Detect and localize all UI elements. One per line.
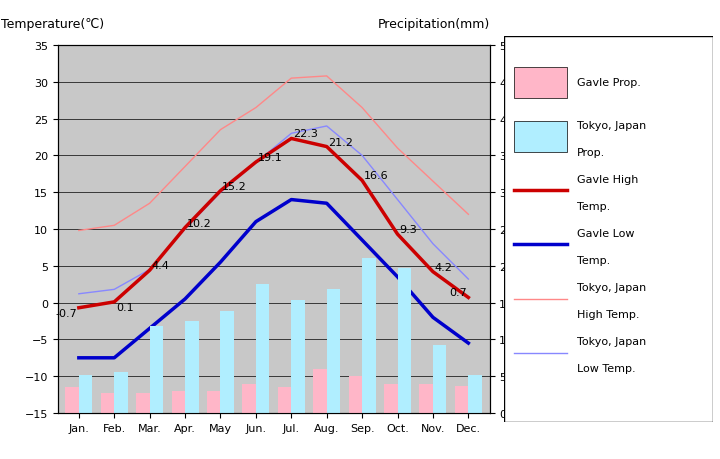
Bar bbox=[384, 384, 397, 413]
Text: 0.1: 0.1 bbox=[116, 302, 134, 312]
Bar bbox=[101, 393, 114, 413]
Text: 22.3: 22.3 bbox=[293, 129, 318, 139]
Bar bbox=[185, 321, 199, 413]
Text: -0.7: -0.7 bbox=[55, 308, 77, 318]
Bar bbox=[114, 372, 127, 413]
Bar bbox=[327, 290, 340, 413]
Bar bbox=[243, 384, 256, 413]
Bar bbox=[362, 259, 376, 413]
Bar bbox=[136, 393, 150, 413]
Bar bbox=[278, 387, 292, 413]
Bar bbox=[348, 376, 362, 413]
Text: 9.3: 9.3 bbox=[400, 224, 417, 235]
Text: 15.2: 15.2 bbox=[222, 181, 247, 191]
Text: Temp.: Temp. bbox=[577, 255, 611, 265]
Text: Gavle Low: Gavle Low bbox=[577, 229, 634, 238]
Bar bbox=[207, 391, 220, 413]
Bar bbox=[79, 375, 92, 413]
Text: Low Temp.: Low Temp. bbox=[577, 364, 636, 373]
Bar bbox=[455, 386, 468, 413]
Text: 0.7: 0.7 bbox=[449, 288, 467, 298]
Text: Gavle High: Gavle High bbox=[577, 174, 639, 185]
Bar bbox=[468, 375, 482, 413]
Text: Temp.: Temp. bbox=[577, 202, 611, 211]
Bar bbox=[313, 369, 327, 413]
Bar bbox=[397, 269, 411, 413]
Bar bbox=[66, 387, 79, 413]
Bar bbox=[256, 285, 269, 413]
Bar bbox=[150, 326, 163, 413]
Text: 4.4: 4.4 bbox=[151, 261, 169, 271]
Bar bbox=[433, 345, 446, 413]
Text: 19.1: 19.1 bbox=[258, 153, 282, 162]
Bar bbox=[514, 122, 567, 152]
Text: High Temp.: High Temp. bbox=[577, 309, 639, 319]
Text: 4.2: 4.2 bbox=[435, 262, 453, 272]
Bar bbox=[292, 300, 305, 413]
Bar bbox=[420, 384, 433, 413]
Text: Temperature(℃): Temperature(℃) bbox=[1, 18, 104, 31]
Text: 16.6: 16.6 bbox=[364, 171, 389, 181]
Text: Prop.: Prop. bbox=[577, 147, 606, 157]
Text: Tokyo, Japan: Tokyo, Japan bbox=[577, 120, 647, 130]
Text: Precipitation(mm): Precipitation(mm) bbox=[377, 18, 490, 31]
Text: Gavle Prop.: Gavle Prop. bbox=[577, 78, 641, 88]
Bar bbox=[514, 67, 567, 98]
Bar bbox=[220, 312, 234, 413]
Text: Tokyo, Japan: Tokyo, Japan bbox=[577, 336, 647, 346]
Bar bbox=[171, 391, 185, 413]
Text: 21.2: 21.2 bbox=[328, 137, 354, 147]
Text: Tokyo, Japan: Tokyo, Japan bbox=[577, 282, 647, 292]
Text: 10.2: 10.2 bbox=[187, 218, 212, 228]
